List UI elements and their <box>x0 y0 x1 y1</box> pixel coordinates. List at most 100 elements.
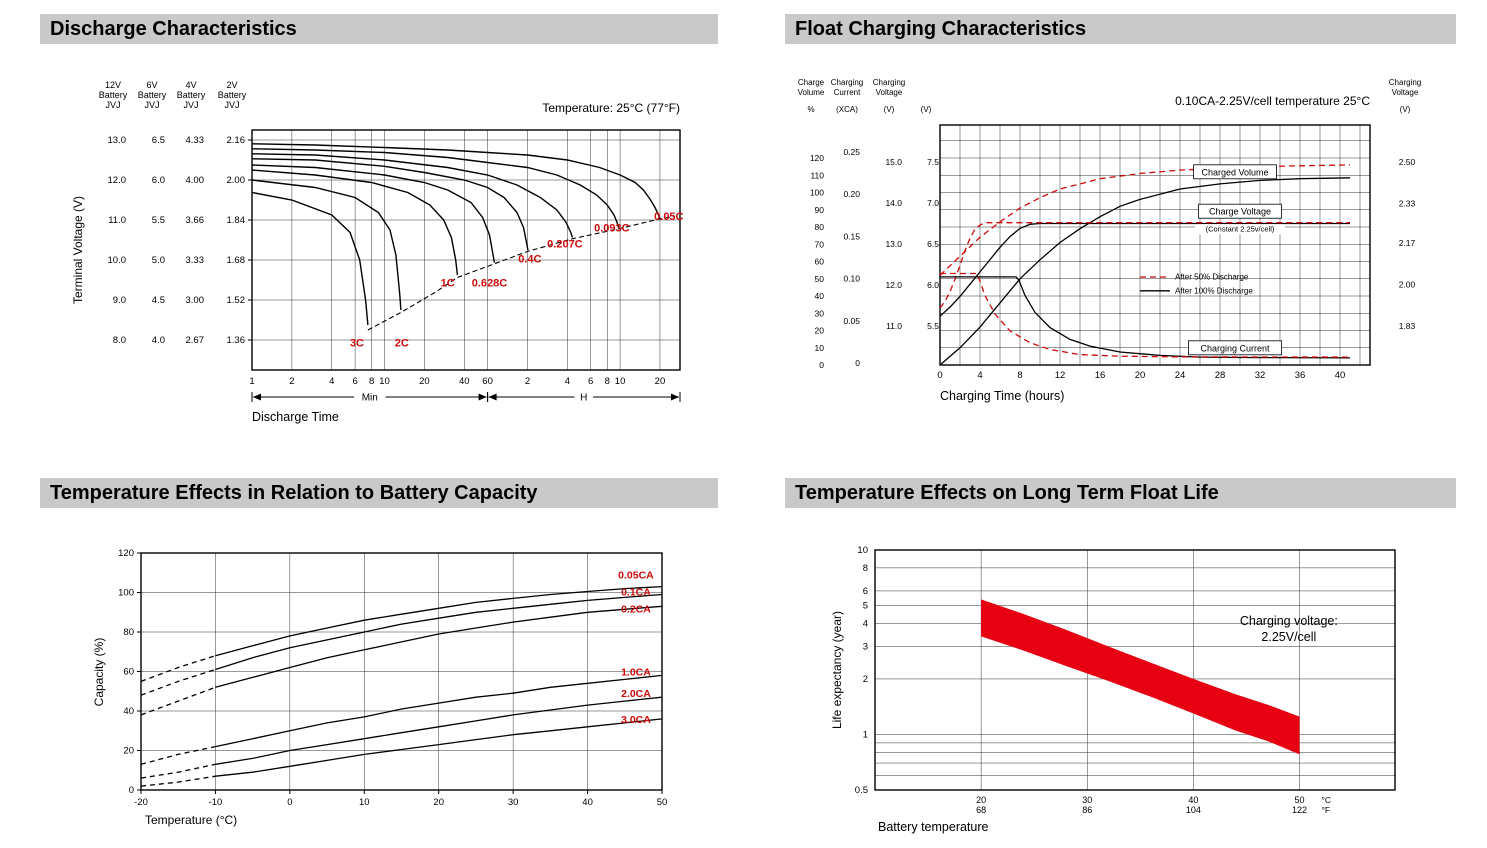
axis-unit: (V) <box>884 105 895 114</box>
axis-unit: % <box>807 105 814 114</box>
y-tick-label: 1.68 <box>227 255 246 266</box>
y-tick-label: 6.5 <box>927 239 939 249</box>
y-tick-label: 6 <box>863 586 868 597</box>
axis-header: Volume <box>798 88 825 97</box>
y-tick-label: 3.66 <box>186 215 205 226</box>
axis-header: Voltage <box>876 88 903 97</box>
annotation-line: 2.25V/cell <box>1261 630 1316 644</box>
y-tick-label: 7.5 <box>927 157 939 167</box>
x-tick-label: 10 <box>359 797 370 808</box>
plot-border <box>939 124 1371 366</box>
capacity-curve-dashed-2.0CA <box>140 763 216 779</box>
float-life-band <box>981 599 1300 755</box>
section-title-text: Discharge Characteristics <box>50 18 297 40</box>
curve-rate-label: 0.05CA <box>618 570 654 582</box>
y-tick-label: 15.0 <box>885 157 902 167</box>
x-tick-label-celsius: 50 <box>1294 795 1304 805</box>
y-tick-label: 0.20 <box>843 189 860 199</box>
y-scale-header: JVJ <box>224 100 239 110</box>
y-scale-header: 2V <box>226 80 237 90</box>
final-voltage-envelope <box>367 215 675 331</box>
y-scale-header: Battery <box>138 90 167 100</box>
y-tick-label: 5.5 <box>927 321 939 331</box>
x-tick-label: -20 <box>134 797 148 808</box>
section-title-text: Temperature Effects in Relation to Batte… <box>50 482 538 504</box>
curve-rate-label: 3C <box>350 337 364 349</box>
y-tick-label: 40 <box>815 291 825 301</box>
discharge-curve-0.628C <box>251 164 496 263</box>
x-tick-label: 50 <box>657 797 668 808</box>
curve-rate-label: 0.207C <box>547 239 583 251</box>
x-tick-label: 40 <box>582 797 593 808</box>
y-tick-label: 0.10 <box>843 274 860 284</box>
x-tick-label: 40 <box>1335 370 1346 381</box>
x-tick-label: 30 <box>508 797 519 808</box>
capacity-curve-1.0CA <box>215 674 663 748</box>
axis-unit: (XCA) <box>836 105 858 114</box>
curve-rate-label: 0.093C <box>594 222 630 234</box>
capacity-curve-0.05CA <box>215 585 663 657</box>
x-tick-label: 36 <box>1295 370 1306 381</box>
path-shape <box>478 393 487 401</box>
y-tick-label: 5.5 <box>152 215 165 226</box>
y-tick-label: 11.0 <box>886 321 902 331</box>
y-scale-header: JVJ <box>183 100 198 110</box>
curve-rate-label: 0.628C <box>472 277 508 289</box>
y-tick-label: 60 <box>123 667 134 678</box>
y-tick-label: 12.0 <box>108 175 127 186</box>
path-shape <box>253 393 261 401</box>
y-tick-label: 10.0 <box>108 255 127 266</box>
y-tick-label: 1.52 <box>227 295 246 306</box>
x-tick-label-celsius: 20 <box>976 795 986 805</box>
x-tick-label: 4 <box>329 376 334 387</box>
x-tick-label: 20 <box>419 376 430 387</box>
y-tick-label: 1.84 <box>227 215 246 226</box>
x-tick-label: 1 <box>249 376 254 387</box>
axis-header: Current <box>834 88 861 97</box>
x-tick-label: 8 <box>369 376 374 387</box>
y-tick-label: 0.25 <box>843 147 860 157</box>
y-tick-label: 1.36 <box>227 335 246 346</box>
x-tick-label: 0 <box>287 797 292 808</box>
y-tick-label: 2.00 <box>227 175 246 186</box>
float-charging-characteristics-chart: ChargeVolume%010203040506070809010011012… <box>798 78 1422 403</box>
discharge-curve-0.4C <box>251 158 529 251</box>
chart-label: Min <box>362 393 378 404</box>
x-tick-label: 28 <box>1215 370 1226 381</box>
capacity-curve-dashed-0.05CA <box>140 655 216 683</box>
y-scale-header: JVJ <box>105 100 120 110</box>
y-scale-header: JVJ <box>144 100 159 110</box>
y-tick-label: 2 <box>863 674 868 685</box>
curve-rate-label: 1C <box>441 277 455 289</box>
y-tick-label: 9.0 <box>113 295 126 306</box>
y-tick-label: 4.00 <box>186 175 205 186</box>
x-tick-label: 8 <box>1017 370 1022 381</box>
x-axis-title: Discharge Time <box>252 410 339 424</box>
y-tick-label: 7.0 <box>927 198 939 208</box>
curve-rate-label: 2.0CA <box>621 688 651 700</box>
path-shape <box>488 393 497 401</box>
plot-label: Charged Volume <box>1201 167 1268 177</box>
x-tick-label: 0 <box>937 370 942 381</box>
plot-sublabel: (Constant 2.25v/cell) <box>1206 225 1275 234</box>
y-tick-label: 0.5 <box>855 785 868 796</box>
y-tick-label: 6.0 <box>152 175 165 186</box>
y-scale-header: 4V <box>185 80 196 90</box>
x-tick-label: 2 <box>525 376 530 387</box>
y-tick-label: 100 <box>810 188 824 198</box>
section-title-temp-capacity: Temperature Effects in Relation to Batte… <box>40 478 718 508</box>
annotation-line: Charging voltage: <box>1240 614 1338 628</box>
x-tick-label: -10 <box>209 797 223 808</box>
curve-rate-label: 3.0CA <box>621 714 651 726</box>
x-tick-label: 4 <box>565 376 570 387</box>
discharge-curve-2C <box>251 179 402 311</box>
y-tick-label: 6.0 <box>927 280 939 290</box>
x-unit-fahrenheit: °F <box>1321 805 1330 815</box>
x-tick-label: 10 <box>615 376 626 387</box>
section-title-discharge: Discharge Characteristics <box>40 14 718 44</box>
discharge-curve-0.093C <box>251 148 620 228</box>
y-tick-label: 80 <box>815 222 825 232</box>
curve-rate-label: 0.05C <box>654 211 683 223</box>
